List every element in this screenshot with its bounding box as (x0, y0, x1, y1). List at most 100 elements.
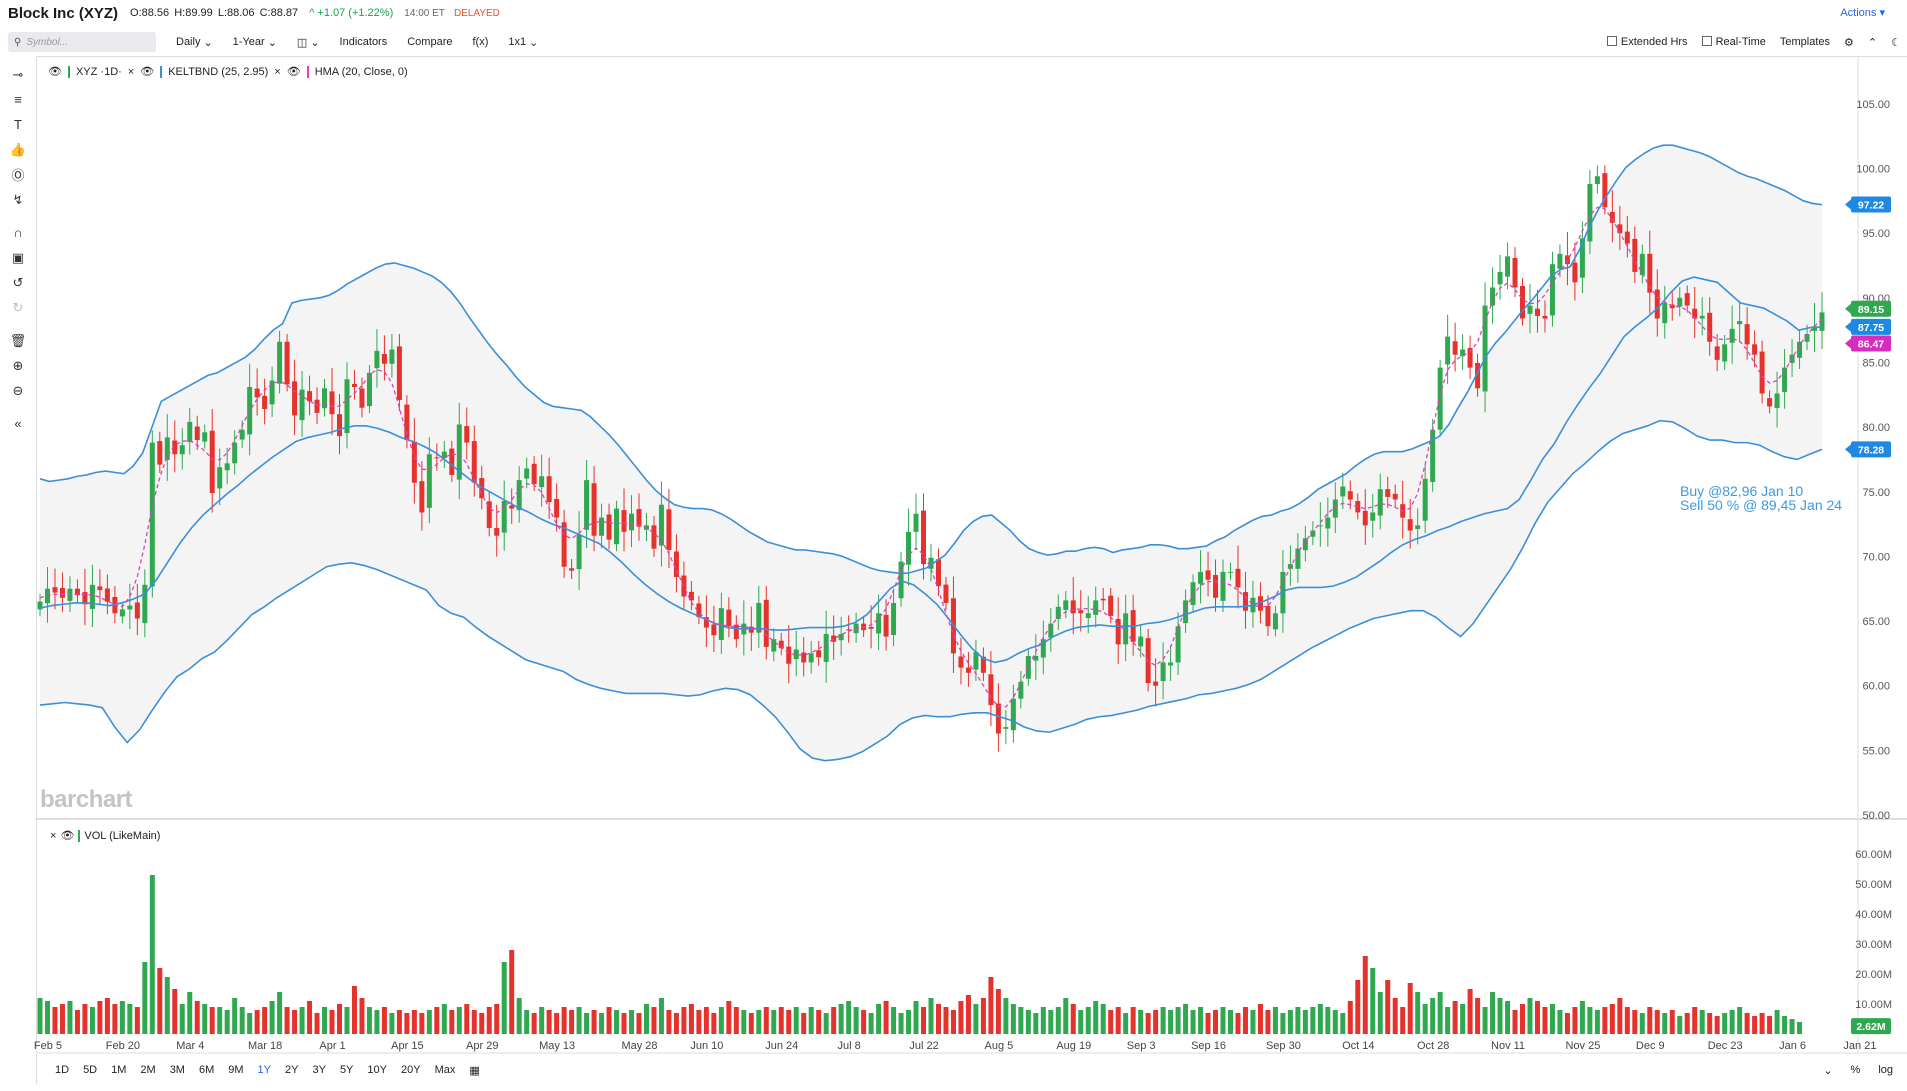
sell-annotation: Sell 50 % @ 89,45 Jan 24 (1680, 497, 1843, 513)
close-icon[interactable]: × (50, 829, 57, 842)
candle-body (988, 674, 994, 706)
redo-icon[interactable]: ↻ (12, 299, 24, 315)
period-2m[interactable]: 2M (140, 1064, 156, 1076)
collapse-icon[interactable]: ⌃ (1867, 36, 1878, 49)
volume-bar (1520, 1004, 1526, 1034)
candle-body (1003, 727, 1009, 729)
candle-body (906, 531, 912, 565)
thumbs-up-icon[interactable]: 👍 (9, 141, 27, 157)
volume-bar (1797, 1022, 1803, 1034)
templates-button[interactable]: Templates (1779, 36, 1831, 48)
candle-body (748, 626, 754, 633)
price-badge-pointer (1845, 321, 1851, 332)
volume-bar (965, 995, 971, 1034)
buy-annotation: Buy @82,96 Jan 10 (1680, 483, 1804, 499)
volume-bar (1063, 998, 1069, 1034)
extended-hours-checkbox[interactable]: Extended Hrs (1606, 36, 1688, 48)
eye-icon[interactable]: 👁 (60, 830, 75, 842)
range-dropdown[interactable]: 1-Year ⌄ (233, 36, 277, 49)
crosshair-icon[interactable]: ⊸ (12, 66, 24, 82)
actions-menu[interactable]: Actions ▾ (1840, 6, 1885, 19)
log-scale-button[interactable]: log (1878, 1064, 1893, 1076)
dollar-icon[interactable]: Ⓞ (11, 168, 25, 183)
text-icon[interactable]: T (14, 117, 22, 132)
percent-scale-button[interactable]: % (1850, 1064, 1861, 1076)
volume-bar (1490, 992, 1496, 1034)
period-1d[interactable]: 1D (55, 1064, 70, 1076)
zoom-in-icon[interactable]: ⊕ (12, 357, 24, 373)
search-placeholder: Symbol... (26, 36, 69, 48)
eye-icon[interactable]: 👁 (140, 66, 155, 78)
close-icon[interactable]: × (127, 65, 135, 78)
volume-bar (292, 1010, 298, 1034)
volume-badge-label: 2.62M (1856, 1021, 1885, 1033)
period-9m[interactable]: 9M (228, 1064, 244, 1076)
calendar-icon[interactable]: ▦ (469, 1065, 480, 1077)
magnet-icon[interactable]: ∩ (13, 225, 23, 240)
path-icon[interactable]: ↯ (12, 191, 24, 207)
period-5d[interactable]: 5D (83, 1064, 98, 1076)
date-tick-label: Jun 24 (765, 1040, 798, 1052)
function-button[interactable]: f(x) (472, 36, 489, 48)
symbol-search-input[interactable]: ⚲ Symbol... (8, 32, 156, 52)
zoom-out-icon[interactable]: ⊖ (12, 382, 24, 398)
period-20y[interactable]: 20Y (400, 1064, 421, 1076)
collapse-down-icon[interactable]: ⌄ (1823, 1065, 1833, 1077)
volume-bar (1632, 1010, 1638, 1034)
candle-body (1040, 639, 1046, 658)
candle-body (217, 467, 223, 489)
period-3y[interactable]: 3Y (312, 1064, 326, 1076)
period-3m[interactable]: 3M (169, 1064, 185, 1076)
volume-bar (973, 1004, 979, 1034)
candle-body (389, 349, 395, 364)
trash-icon[interactable]: 🗑 (9, 332, 27, 348)
gear-icon[interactable]: ⚙ (1844, 36, 1854, 49)
period-5y[interactable]: 5Y (339, 1064, 354, 1076)
lines-icon[interactable]: ≡ (14, 92, 22, 107)
close-icon[interactable]: × (274, 65, 281, 78)
volume-bar (434, 1007, 440, 1034)
eye-icon[interactable]: 👁 (286, 66, 301, 78)
volume-bar (1602, 1007, 1608, 1034)
eye-icon[interactable]: 👁 (48, 66, 62, 78)
volume-bar (1752, 1016, 1758, 1034)
undo-icon[interactable]: ↺ (12, 274, 24, 290)
price-badge-label: 97.22 (1858, 199, 1884, 211)
volume-bar (1025, 1010, 1031, 1034)
collapse-sidebar-icon[interactable]: « (14, 416, 22, 431)
candle-body (1819, 312, 1825, 331)
period-1m[interactable]: 1M (111, 1064, 127, 1076)
compare-button[interactable]: Compare (407, 36, 453, 48)
volume-bar (1040, 1007, 1046, 1034)
interval-dropdown[interactable]: Daily ⌄ (176, 36, 213, 49)
candle-body (1385, 489, 1391, 497)
chart-type-dropdown[interactable]: ◫ ⌄ (297, 36, 320, 49)
chevron-down-icon: ⌄ (310, 36, 320, 49)
real-time-checkbox[interactable]: Real-Time (1701, 36, 1766, 48)
candle-body (1265, 606, 1271, 627)
volume-bar (801, 1013, 807, 1034)
candle-body (599, 517, 605, 536)
period-2y[interactable]: 2Y (285, 1064, 299, 1076)
moon-icon[interactable]: ☾ (1891, 36, 1901, 49)
candle-body (1497, 271, 1503, 285)
volume-bar (97, 1001, 103, 1034)
lock-icon[interactable]: ▣ (11, 249, 25, 265)
indicators-button[interactable]: Indicators (339, 36, 388, 48)
period-6m[interactable]: 6M (198, 1064, 215, 1076)
period-max[interactable]: Max (434, 1064, 456, 1076)
volume-bar (179, 1004, 185, 1034)
price-badge (1851, 300, 1891, 317)
volume-tick-label: 30.00M (1855, 939, 1892, 951)
volume-bar (846, 1001, 852, 1034)
volume-bar (1055, 1007, 1061, 1034)
period-1y[interactable]: 1Y (257, 1064, 271, 1076)
volume-bar (89, 1007, 95, 1034)
candle-body (718, 608, 724, 640)
layout-dropdown[interactable]: 1x1 ⌄ (508, 36, 538, 49)
period-10y[interactable]: 10Y (367, 1064, 387, 1076)
candle-body (1632, 238, 1638, 272)
candle-body (756, 602, 762, 633)
volume-bar (516, 998, 522, 1034)
